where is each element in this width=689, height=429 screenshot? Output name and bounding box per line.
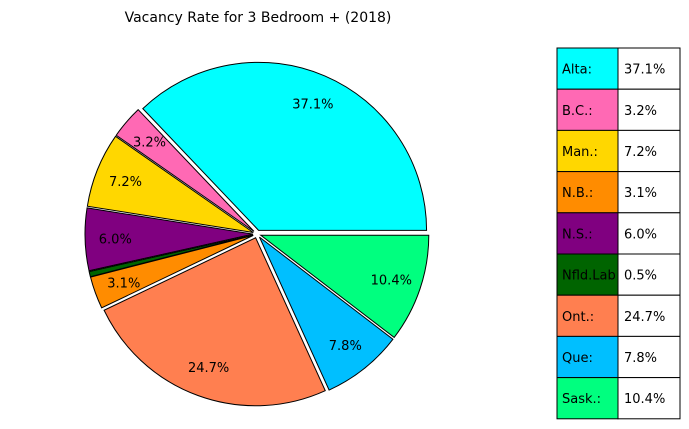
- legend-label: Ont.:: [562, 310, 594, 325]
- legend-value-cell: [617, 335, 681, 379]
- legend-label: N.B.:: [562, 186, 593, 201]
- legend-table: Alta: 37.1% B.C.: 3.2% Man.: 7.2% N.B.: 3.1% N.S…: [556, 47, 681, 420]
- pie-percent-label: 7.2%: [109, 175, 142, 190]
- chart-title: Vacancy Rate for 3 Bedroom + (2018): [125, 10, 392, 26]
- legend-label: Sask.:: [562, 392, 601, 407]
- pie-slices: [84, 61, 430, 407]
- pie-percent-label: 24.7%: [188, 361, 229, 376]
- legend-color-cell: [556, 294, 619, 337]
- legend-value: 7.8%: [624, 351, 657, 366]
- legend-color-cell: [556, 129, 619, 173]
- legend-value-cell: [617, 47, 681, 90]
- pie-slice: [115, 108, 255, 232]
- pie-slice: [103, 237, 326, 407]
- legend-value-cell: [617, 253, 681, 296]
- legend-color-cell: [556, 335, 619, 379]
- pie-percent-label: 10.4%: [371, 274, 412, 289]
- legend-label: N.S.:: [562, 227, 593, 242]
- legend-value-cell: [617, 212, 681, 255]
- pie-slice: [142, 61, 428, 231]
- legend-value: 6.0%: [624, 227, 657, 242]
- pie-percent-label: 3.2%: [133, 136, 166, 151]
- legend-color-cell: [556, 47, 619, 90]
- pie-percent-labels: 37.1% 3.2% 7.2% 6.0% 3.1% 24.7% 7.8% 10.4%: [99, 98, 412, 377]
- pie-percent-label: 3.1%: [107, 276, 140, 291]
- legend-value: 7.2%: [624, 145, 657, 160]
- legend-value-cell: [617, 294, 681, 337]
- legend-value: 24.7%: [624, 310, 665, 325]
- legend-value: 0.5%: [624, 269, 657, 284]
- pie-slice: [259, 234, 430, 339]
- legend-label: Nfld.Lab: [562, 269, 616, 284]
- legend-color-cell: [556, 171, 619, 214]
- legend-label: Alta:: [562, 63, 592, 78]
- legend-color-cell: [556, 377, 619, 420]
- legend-color-cell: [556, 212, 619, 255]
- legend-label: B.C.:: [562, 104, 593, 119]
- pie-slice: [259, 236, 394, 391]
- legend-value-cell: [617, 88, 681, 131]
- legend-value: 37.1%: [624, 63, 665, 78]
- legend-value-cell: [617, 377, 681, 420]
- legend-value-cell: [617, 129, 681, 173]
- legend-color-cell: [556, 253, 619, 296]
- pie-slice: [84, 207, 254, 272]
- pie-percent-label: 6.0%: [99, 233, 132, 248]
- legend-label: Que:: [562, 351, 593, 366]
- legend-value: 10.4%: [624, 392, 665, 407]
- pie-percent-label: 7.8%: [329, 339, 362, 354]
- legend-value-cell: [617, 171, 681, 214]
- pie-slice: [86, 135, 254, 233]
- legend-label: Man.:: [562, 145, 598, 160]
- pie-percent-label: 37.1%: [292, 98, 333, 113]
- pie-slice: [89, 234, 254, 309]
- legend-value: 3.1%: [624, 186, 657, 201]
- legend-value: 3.2%: [624, 104, 657, 119]
